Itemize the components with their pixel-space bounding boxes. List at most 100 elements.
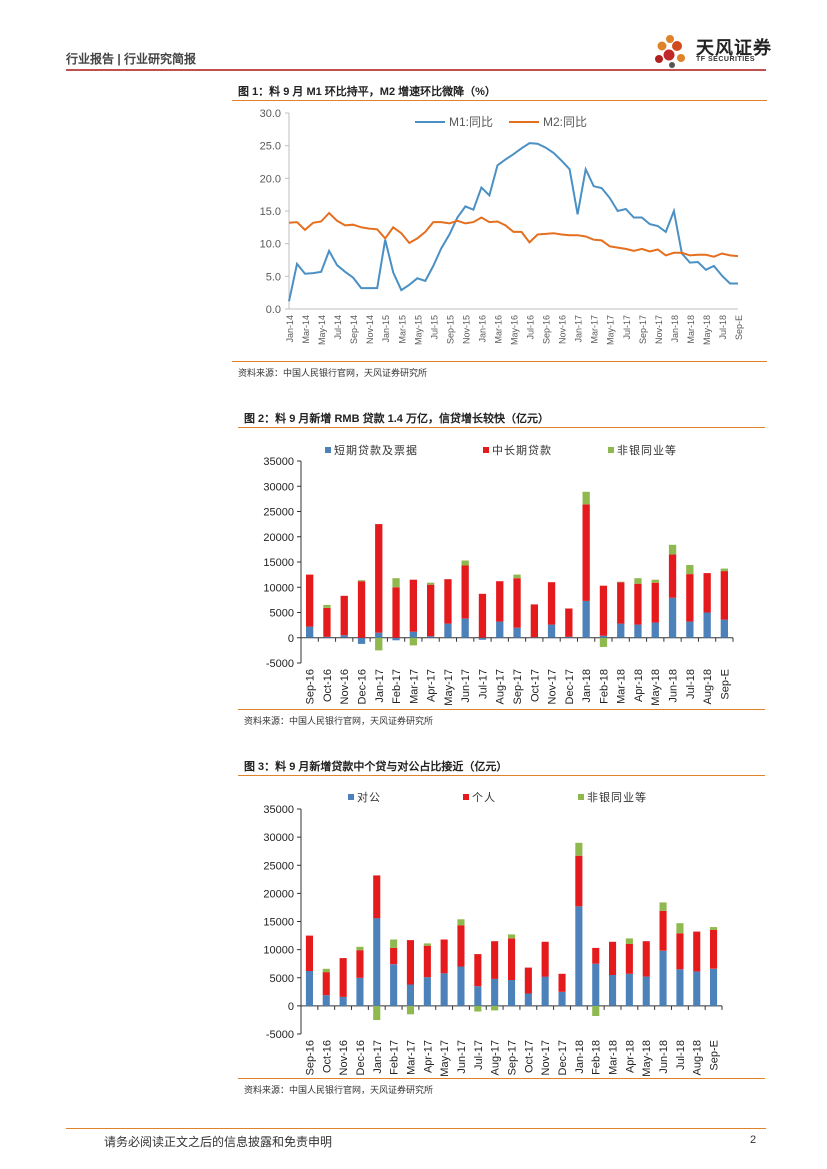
fig3-bar-1: [339, 996, 347, 1006]
fig3-bar-1: [693, 971, 701, 1006]
fig3-bar-2: [558, 973, 566, 992]
fig3-legend-swatch: [348, 794, 354, 800]
fig3-bar-2: [575, 855, 583, 907]
fig2-bar-3: [323, 604, 331, 608]
fig3-y-tick-label: 5000: [270, 973, 294, 985]
fig3-x-tick-label: Aug-17: [490, 1040, 502, 1075]
fig1-series-line-m2: [288, 211, 739, 258]
fig2-bar-2: [582, 504, 590, 601]
fig2-bar-2: [427, 584, 435, 637]
fig2-bar-3: [668, 544, 677, 555]
fig3-bar-1: [642, 976, 650, 1006]
fig2-x-tick-label: Dec-17: [564, 669, 576, 704]
fig2-x-tick-label: Sep-16: [305, 669, 317, 704]
report-type-label: 行业报告 | 行业研究简报: [66, 52, 197, 66]
fig2-x-tick-label: Feb-17: [391, 669, 403, 704]
fig1-title-rule: [232, 100, 767, 101]
fig3-x-tick-label: Feb-17: [389, 1040, 401, 1075]
fig2-bar-2: [668, 554, 677, 598]
fig1-x-tick-label: Mar-17: [590, 315, 600, 344]
fig3-bar-1: [558, 991, 566, 1006]
fig1-x-tick-label: Sep-16: [542, 315, 552, 344]
fig3-legend-label: 非银同业等: [587, 790, 647, 804]
fig2-y-tick-label: 30000: [263, 481, 294, 493]
fig3-bar-2: [457, 925, 465, 967]
fig2-bar-2: [306, 574, 314, 627]
fig3-bar-2: [710, 929, 718, 969]
fig2-legend-swatch: [483, 447, 489, 453]
fig2-bar-1: [720, 619, 728, 638]
fig2-bar-2: [720, 571, 728, 620]
footer-rule: [66, 1128, 766, 1129]
fig3-bar-3: [457, 919, 465, 926]
fig3-x-tick-label: Jan-17: [372, 1040, 384, 1074]
fig1-x-tick-label: Nov-15: [461, 315, 471, 344]
fig3-bar-2: [642, 941, 650, 977]
fig2-bar-1: [703, 612, 711, 638]
fig2-bar-1: [686, 621, 694, 638]
fig2-bar-1: [392, 637, 400, 641]
fig2-bar-3: [375, 637, 383, 651]
fig3-x-tick-label: Jul-17: [473, 1040, 485, 1070]
fig2-bar-3: [461, 560, 469, 566]
fig3-bar-1: [625, 973, 633, 1006]
fig1-x-tick-label: Jul-18: [718, 315, 728, 340]
fig2-bar-3: [686, 565, 694, 575]
fig3-bar-2: [339, 958, 347, 997]
fig3-x-tick-label: Mar-18: [608, 1040, 620, 1075]
fig2-bar-1: [565, 636, 573, 638]
fig2-bar-1: [340, 635, 348, 638]
fig2-y-tick-label: 5000: [270, 608, 294, 620]
fig3-bar-1: [373, 918, 381, 1006]
fig1-x-tick-label: Jan-15: [381, 315, 391, 343]
fig3-bar-1: [406, 984, 414, 1006]
fig3-legend-label: 个人: [472, 791, 496, 804]
fig1-series-line-m1: [288, 142, 738, 302]
fig2-bar-2: [565, 608, 573, 637]
fig1-y-tick-label: 5.0: [266, 271, 281, 283]
fig3-bar-1: [676, 969, 684, 1006]
fig1-x-tick-label: Jul-15: [429, 315, 439, 340]
fig3-title: 图 3：料 9 月新增贷款中个贷与对公占比接近（亿元）: [244, 761, 508, 773]
fig3-y-tick-label: 30000: [263, 832, 294, 844]
fig3-bar-2: [356, 950, 364, 978]
fig2-bar-1: [427, 636, 435, 638]
fig3-bar-3: [491, 1005, 499, 1011]
fig2-bar-2: [340, 595, 348, 636]
fig3-x-tick-label: Sep-16: [304, 1040, 316, 1075]
fig1-legend-label: M2:同比: [543, 115, 587, 129]
fig3-x-tick-label: Jan-18: [574, 1040, 586, 1074]
fig2-bar-1: [478, 637, 487, 640]
fig2-x-tick-label: Feb-18: [598, 669, 610, 704]
logo-text-en: TF SECURITIES: [696, 56, 756, 63]
fig2-x-tick-label: Mar-17: [408, 669, 420, 704]
fig3-bar-1: [305, 971, 313, 1006]
fig1-y-tick-label: 20.0: [260, 173, 281, 185]
fig3-bar-3: [508, 934, 516, 939]
fig3-bar-1: [474, 986, 482, 1006]
fig2-bar-2: [686, 574, 694, 622]
fig1-x-tick-label: Jan-14: [285, 315, 295, 343]
fig1-x-tick-label: May-17: [606, 315, 616, 345]
fig3-x-tick-label: Aug-18: [692, 1040, 704, 1075]
fig3-bar-3: [710, 927, 718, 930]
fig2-bar-1: [496, 621, 504, 638]
fig3-bar-2: [406, 940, 414, 985]
fig2-bar-2: [478, 593, 487, 638]
fig3-bar-2: [440, 939, 448, 974]
fig3-x-tick-label: Dec-17: [557, 1040, 569, 1075]
fig2-bar-3: [427, 582, 435, 585]
fig3-x-tick-label: Nov-16: [338, 1040, 350, 1075]
fig3-bar-1: [440, 973, 448, 1006]
logo-text-cn: 天风证券: [696, 38, 772, 58]
fig1-x-tick-label: Nov-17: [654, 315, 664, 344]
fig3-title-rule: [238, 775, 765, 776]
fig3-y-tick-label: 25000: [263, 860, 294, 872]
fig3-x-tick-label: Sep-E: [709, 1040, 721, 1071]
fig3-bar-1: [457, 966, 465, 1006]
fig2-bar-chart: -5000 0 5000 10000 15000 20000 25000 30000 35000…: [263, 443, 734, 706]
fig2-bar-3: [720, 568, 728, 572]
fig1-y-tick-label: 0.0: [266, 304, 281, 316]
fig2-bar-1: [668, 597, 677, 638]
fig2-bar-3: [651, 579, 659, 583]
